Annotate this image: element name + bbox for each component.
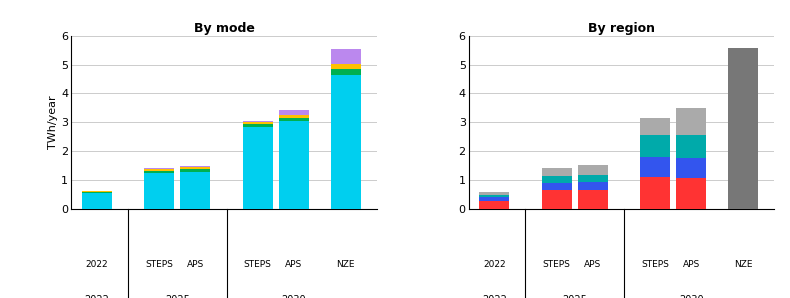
Bar xyxy=(144,168,175,169)
Bar xyxy=(676,178,706,209)
Y-axis label: TWh/year: TWh/year xyxy=(48,95,58,149)
Text: 2030: 2030 xyxy=(679,295,704,298)
Bar xyxy=(640,157,670,177)
Text: APS: APS xyxy=(585,260,601,269)
Text: STEPS: STEPS xyxy=(641,260,669,269)
Bar xyxy=(82,192,112,193)
Bar xyxy=(279,115,309,118)
Bar xyxy=(144,173,175,209)
Text: APS: APS xyxy=(683,260,700,269)
Bar xyxy=(480,195,510,196)
Text: APS: APS xyxy=(285,260,303,269)
Text: 2025: 2025 xyxy=(165,295,190,298)
Bar xyxy=(331,49,361,64)
Text: NZE: NZE xyxy=(734,260,752,269)
Bar xyxy=(676,158,706,178)
Bar xyxy=(577,182,608,190)
Bar xyxy=(279,110,309,115)
Bar xyxy=(144,169,175,171)
Bar xyxy=(331,69,361,75)
Bar xyxy=(180,166,210,167)
Bar xyxy=(180,172,210,209)
Bar xyxy=(144,171,175,173)
Bar xyxy=(243,122,273,125)
Text: 2025: 2025 xyxy=(562,295,587,298)
Bar xyxy=(331,75,361,209)
Bar xyxy=(180,167,210,170)
Bar xyxy=(542,176,572,183)
Bar xyxy=(728,48,758,209)
Title: By region: By region xyxy=(588,21,655,35)
Bar xyxy=(82,191,112,192)
Bar xyxy=(243,121,273,122)
Bar xyxy=(640,118,670,135)
Bar xyxy=(676,135,706,158)
Text: 2030: 2030 xyxy=(281,295,307,298)
Text: 2022: 2022 xyxy=(85,295,110,298)
Text: 2022: 2022 xyxy=(482,295,507,298)
Bar xyxy=(180,170,210,172)
Bar xyxy=(640,177,670,209)
Bar xyxy=(542,168,572,176)
Bar xyxy=(577,190,608,209)
Text: 2022: 2022 xyxy=(483,260,506,269)
Bar xyxy=(640,135,670,157)
Bar xyxy=(577,165,608,175)
Bar xyxy=(480,201,510,209)
Bar xyxy=(480,192,510,195)
Bar xyxy=(542,190,572,209)
Bar xyxy=(676,108,706,135)
Bar xyxy=(480,196,510,201)
Bar xyxy=(243,125,273,127)
Bar xyxy=(243,127,273,209)
Text: NZE: NZE xyxy=(337,260,355,269)
Text: STEPS: STEPS xyxy=(145,260,173,269)
Text: STEPS: STEPS xyxy=(543,260,570,269)
Bar xyxy=(577,175,608,182)
Text: APS: APS xyxy=(186,260,204,269)
Text: STEPS: STEPS xyxy=(243,260,272,269)
Bar xyxy=(82,193,112,209)
Text: 2022: 2022 xyxy=(85,260,108,269)
Title: By mode: By mode xyxy=(194,21,254,35)
Bar xyxy=(542,183,572,190)
Bar xyxy=(331,64,361,69)
Bar xyxy=(279,121,309,209)
Bar xyxy=(279,118,309,121)
